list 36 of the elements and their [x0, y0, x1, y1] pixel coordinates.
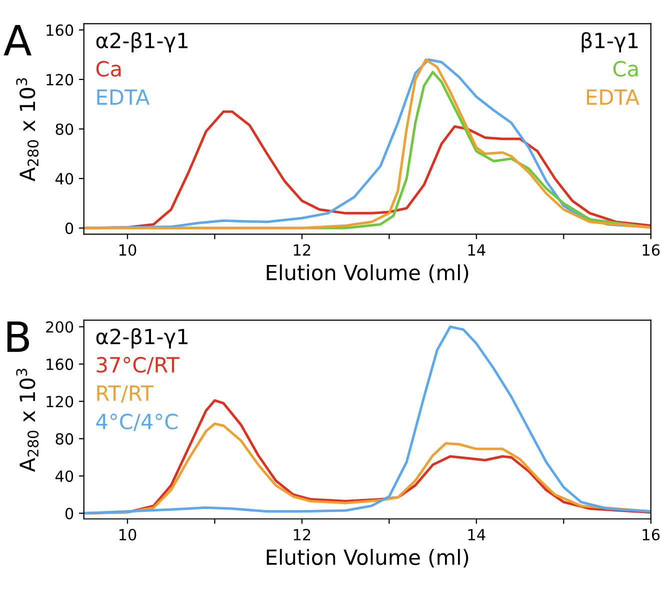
y-tick-label: 0: [65, 508, 74, 520]
text: Ca: [96, 60, 121, 77]
text: EDTA: [97, 90, 150, 105]
x-tick-label: 16: [642, 528, 660, 540]
x-axis-title: Elution Volume (ml): [266, 548, 468, 568]
y-tick-label: 40: [55, 172, 74, 185]
y-axis-title: A$_{280}$ x 10$^{3}$: [16, 368, 39, 472]
chart-title: B: [7, 322, 29, 352]
x-tick-label: 10: [119, 244, 136, 256]
y-tick-label: 120: [46, 396, 74, 408]
x-tick-label: 10: [119, 528, 136, 540]
x-tick-label: 12: [294, 528, 310, 540]
annotation: β1-γ1: [582, 32, 638, 52]
chart-title: A: [4, 25, 32, 56]
annotation: α2-β1-γ1: [96, 32, 188, 52]
y-tick-label: 160: [46, 358, 74, 370]
y-tick-label: 40: [55, 470, 74, 482]
x-tick-label: 12: [294, 244, 310, 256]
text: EDTA: [587, 90, 640, 105]
x-tick-label: 14: [468, 244, 486, 256]
y-tick-label: 120: [46, 74, 74, 86]
x-tick-label: 16: [642, 244, 660, 256]
y-tick-label: 200: [46, 321, 74, 333]
y-tick-label: 160: [46, 24, 74, 36]
y-tick-label: 80: [56, 123, 74, 135]
annotation: α2-β1-γ1: [96, 328, 188, 348]
text: RT/RT: [97, 386, 154, 403]
text: 37°C/RT: [96, 356, 180, 374]
text: Ca: [613, 60, 638, 77]
x-axis-title: Elution Volume (ml): [266, 264, 468, 283]
y-axis-title: A$_{280}$ x 10$^{3}$: [16, 78, 39, 182]
text: 4°C/4°C: [96, 414, 178, 432]
y-tick-label: 0: [65, 222, 74, 234]
x-tick-label: 14: [468, 529, 486, 540]
line-series: [84, 326, 651, 515]
y-tick-label: 80: [56, 433, 74, 445]
